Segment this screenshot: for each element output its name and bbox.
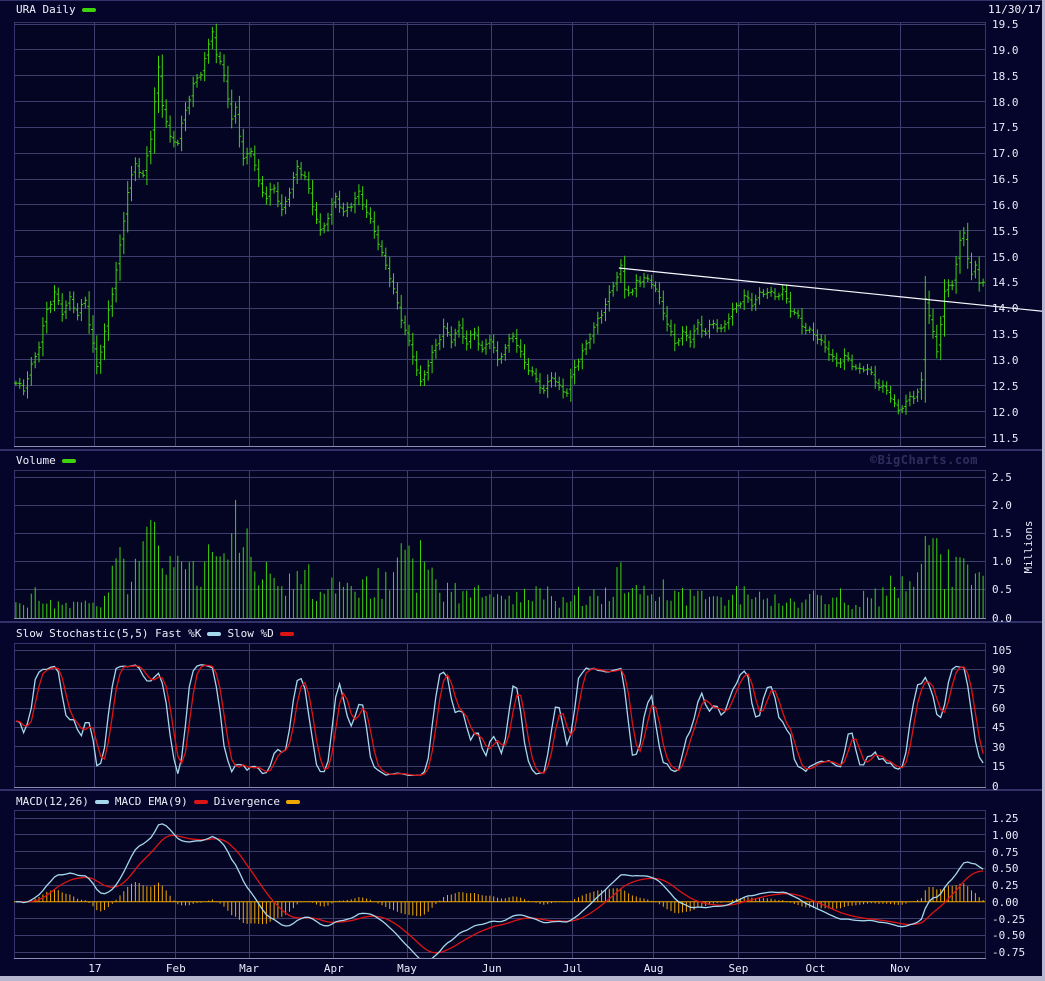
trendline — [618, 267, 1045, 313]
x-axis-month-label: Mar — [239, 962, 259, 975]
price-y-tick-label: 12.5 — [992, 379, 1019, 393]
stochastic-macd-separator — [0, 789, 1045, 791]
price-y-tick-label: 17.0 — [992, 147, 1019, 161]
macd-y-tick-label: 0.75 — [992, 845, 1019, 859]
price-y-tick-label: 12.0 — [992, 405, 1019, 419]
price-legend-swatch-icon — [81, 7, 96, 12]
x-axis-month-label: Sep — [728, 962, 749, 975]
stochastic-y-tick-label: 105 — [992, 644, 1012, 657]
macd-ema-line — [15, 834, 984, 954]
price-y-tick-label: 15.5 — [992, 224, 1019, 238]
macd-y-tick-label: -0.25 — [992, 912, 1026, 926]
stochastic-lines — [15, 664, 984, 777]
x-axis-month-label: Aug — [643, 962, 664, 975]
stochastic-k-swatch-icon — [207, 631, 222, 636]
macd-group — [14, 823, 985, 958]
price-y-tick-label: 16.0 — [992, 198, 1019, 212]
divergence-histogram — [23, 882, 984, 925]
macd-line — [15, 823, 984, 958]
price-y-tick-label: 13.5 — [992, 328, 1019, 342]
macd-y-tick-label: -0.75 — [992, 946, 1026, 959]
price-legend-label: URA Daily — [16, 3, 76, 16]
macd-swatch-icon — [94, 799, 109, 804]
price-y-tick-label: 16.5 — [992, 173, 1019, 187]
macd-ema-swatch-icon — [193, 799, 208, 804]
price-ohlc-bars — [14, 23, 985, 415]
last-date-label: 11/30/17 — [988, 3, 1041, 16]
stochastic-d-swatch-icon — [279, 631, 294, 636]
x-axis-month-label: 17 — [88, 962, 102, 975]
macd-ema-legend-label: MACD EMA(9) — [114, 795, 188, 808]
price-y-tick-label: 18.5 — [992, 69, 1019, 83]
volume-y-tick-label: 0.0 — [992, 611, 1012, 625]
price-y-tick-label: 14.5 — [992, 276, 1019, 290]
x-axis-month-label: Feb — [165, 962, 186, 975]
stochastic-k-legend-label: Slow Stochastic(5,5) Fast %K — [16, 627, 202, 640]
volume-y-tick-label: 0.5 — [992, 583, 1012, 597]
stochastic-y-tick-label: 30 — [992, 740, 1006, 754]
window-right-edge — [1042, 0, 1045, 981]
divergence-swatch-icon — [285, 799, 300, 804]
price-y-tick-label: 17.5 — [992, 121, 1019, 135]
volume-y-tick-label: 1.0 — [992, 555, 1012, 569]
price-y-tick-label: 13.0 — [992, 353, 1019, 367]
macd-y-tick-label: 0.50 — [992, 862, 1019, 876]
watermark: ©BigCharts.com — [869, 453, 978, 467]
stochastic-y-tick-label: 15 — [992, 760, 1006, 774]
price-y-tick-label: 14.0 — [992, 302, 1019, 316]
price-y-tick-label: 18.0 — [992, 95, 1019, 109]
stochastic-y-tick-label: 90 — [992, 663, 1006, 677]
stochastic-d-legend-label: Slow %D — [227, 627, 274, 640]
volume-y-tick-label: 1.5 — [992, 527, 1012, 541]
divergence-legend-label: Divergence — [213, 795, 280, 808]
price-y-tick-label: 19.5 — [992, 18, 1019, 31]
top-border — [0, 0, 1045, 1]
window-bottom-edge — [0, 976, 1045, 981]
stochastic-y-tick-label: 60 — [992, 702, 1006, 716]
x-axis-month-label: Oct — [805, 962, 826, 975]
price-panel-header: URA Daily — [16, 3, 96, 16]
price-y-tick-label: 11.5 — [992, 431, 1019, 445]
macd-legend-label: MACD(12,26) — [16, 795, 89, 808]
macd-y-tick-label: 0.00 — [992, 895, 1019, 909]
price-y-tick-label: 15.0 — [992, 250, 1019, 264]
x-axis-month-label: Jun — [481, 962, 502, 975]
x-axis-month-label: May — [397, 962, 417, 975]
macd-panel-header: MACD(12,26) MACD EMA(9) Divergence — [16, 795, 300, 808]
x-axis-month-label: Apr — [323, 962, 344, 975]
x-axis-month-label: Nov — [890, 962, 911, 975]
volume-legend-label: Volume — [16, 454, 56, 467]
macd-y-tick-label: 0.25 — [992, 879, 1019, 892]
volume-stochastic-separator — [0, 621, 1045, 623]
macd-y-tick-label: -0.50 — [992, 929, 1026, 943]
volume-y-tick-label: 2.5 — [992, 471, 1012, 484]
volume-panel-header: Volume — [16, 454, 76, 467]
macd-y-tick-label: 1.25 — [992, 812, 1019, 825]
stochastic-y-tick-label: 45 — [992, 721, 1006, 735]
macd-y-tick-label: 1.00 — [992, 828, 1019, 842]
volume-legend-swatch-icon — [61, 458, 76, 463]
volume-axis-unit-label: Millions — [1022, 520, 1035, 574]
stochastic-panel-header: Slow Stochastic(5,5) Fast %K Slow %D — [16, 627, 294, 640]
x-axis-month-label: Jul — [562, 962, 583, 975]
volume-y-tick-label: 2.0 — [992, 499, 1012, 513]
stochastic-y-tick-label: 0 — [992, 779, 999, 793]
volume-bars — [15, 499, 984, 618]
price-y-tick-label: 19.0 — [992, 43, 1019, 57]
stochastic-y-tick-label: 75 — [992, 682, 1006, 696]
price-volume-separator — [0, 449, 1045, 451]
